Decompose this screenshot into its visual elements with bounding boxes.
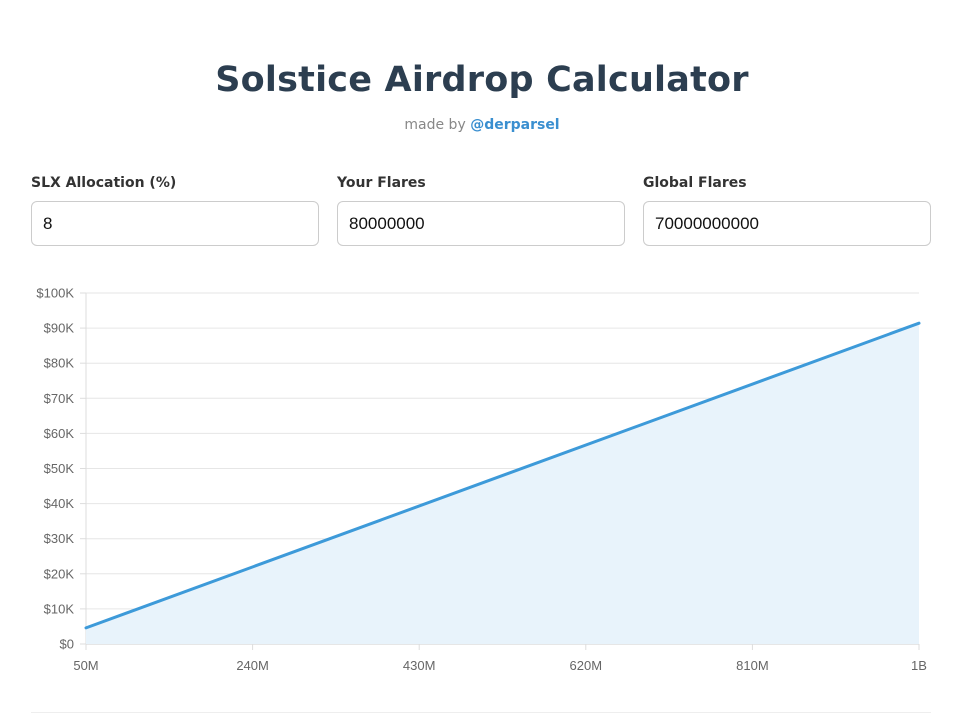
x-tick-label: 810M xyxy=(736,658,769,673)
y-tick-label: $20K xyxy=(44,566,75,581)
x-tick-label: 430M xyxy=(403,658,436,673)
your-flares-field: Your Flares xyxy=(337,174,625,246)
series-line xyxy=(84,321,921,630)
x-tick-label: 620M xyxy=(570,658,603,673)
footer-divider xyxy=(31,712,931,713)
your-flares-label: Your Flares xyxy=(337,175,426,191)
x-tick-label: 1B xyxy=(911,658,927,673)
y-tick-label: $90K xyxy=(44,321,75,336)
allocation-input[interactable] xyxy=(31,201,319,246)
y-tick-label: $50K xyxy=(44,461,75,476)
y-tick-label: $10K xyxy=(44,601,75,616)
global-flares-label: Global Flares xyxy=(643,175,747,191)
y-tick-label: $40K xyxy=(44,496,75,511)
y-tick-label: $80K xyxy=(44,356,75,371)
y-tick-label: $70K xyxy=(44,391,75,406)
allocation-field: SLX Allocation (%) xyxy=(31,174,319,246)
x-tick-label: 240M xyxy=(236,658,269,673)
x-tick-label: 50M xyxy=(73,658,98,673)
y-tick-label: $0 xyxy=(60,637,74,652)
global-flares-input[interactable] xyxy=(643,201,931,246)
byline: made by @derparsel xyxy=(0,117,964,133)
y-tick-label: $30K xyxy=(44,531,75,546)
y-tick-label: $100K xyxy=(36,286,74,301)
global-flares-field: Global Flares xyxy=(643,174,931,246)
series-area xyxy=(86,323,919,644)
your-flares-input[interactable] xyxy=(337,201,625,246)
y-tick-label: $60K xyxy=(44,426,75,441)
byline-prefix: made by xyxy=(404,117,466,133)
airdrop-value-chart: $0 $10K $20K $30K $40K $50K $60K $70K $80K $90K $1… xyxy=(36,286,927,674)
author-link[interactable]: @derparsel xyxy=(470,117,560,133)
allocation-label: SLX Allocation (%) xyxy=(31,175,177,191)
page-title: Solstice Airdrop Calculator xyxy=(215,60,749,100)
